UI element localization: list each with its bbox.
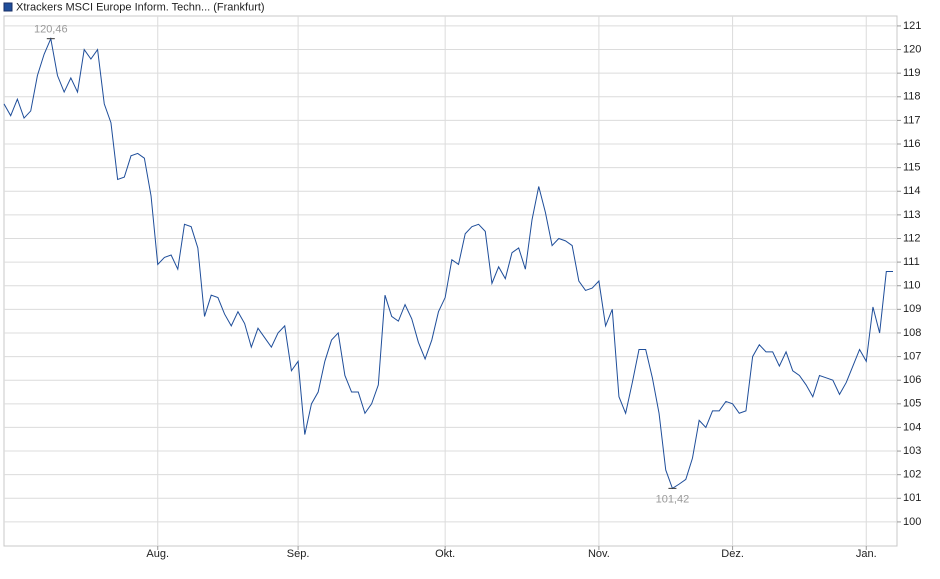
y-tick-label: 102 [903,469,921,481]
x-tick-label: Jan. [856,548,877,560]
x-tick-label: Aug. [146,548,169,560]
x-tick-label: Nov. [588,548,610,560]
y-tick-label: 107 [903,350,921,362]
y-tick-label: 111 [903,256,920,268]
y-tick-label: 117 [903,114,921,126]
extreme-label: 120,46 [34,24,68,36]
x-tick-label: Okt. [435,548,455,560]
y-tick-label: 104 [903,421,921,433]
y-tick-label: 103 [903,445,921,457]
price-line [3,36,893,490]
y-tick-label: 101 [903,492,921,504]
y-tick-label: 105 [903,398,921,410]
x-tick-label: Dez. [721,548,744,560]
y-tick-label: 113 [903,209,921,221]
y-tick-label: 116 [903,138,921,150]
extreme-label: 101,42 [656,493,690,505]
y-tick-label: 118 [903,91,921,103]
y-tick-label: 120 [903,43,921,55]
plot-area [3,15,898,547]
legend-label: Xtrackers MSCI Europe Inform. Techn... (… [16,1,265,13]
y-tick-label: 119 [903,67,921,79]
y-tick-label: 109 [903,303,921,315]
y-tick-label: 100 [903,516,921,528]
y-tick-label: 110 [903,280,921,292]
y-tick-label: 121 [903,20,921,32]
y-tick-label: 112 [903,232,921,244]
y-tick-label: 106 [903,374,921,386]
y-tick-label: 114 [903,185,921,197]
x-tick-label: Sep. [287,548,310,560]
y-tick-label: 108 [903,327,921,339]
y-tick-label: 115 [903,162,921,174]
legend-swatch [3,2,13,12]
